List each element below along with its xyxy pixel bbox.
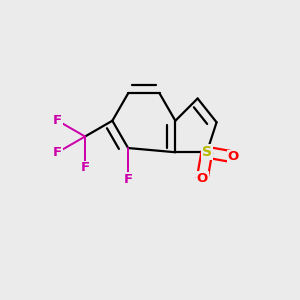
Text: O: O <box>196 172 208 185</box>
Text: F: F <box>80 161 90 175</box>
Text: S: S <box>202 145 212 159</box>
Text: F: F <box>53 114 62 127</box>
Text: F: F <box>124 173 133 186</box>
Text: F: F <box>53 146 62 159</box>
Text: O: O <box>228 150 239 164</box>
